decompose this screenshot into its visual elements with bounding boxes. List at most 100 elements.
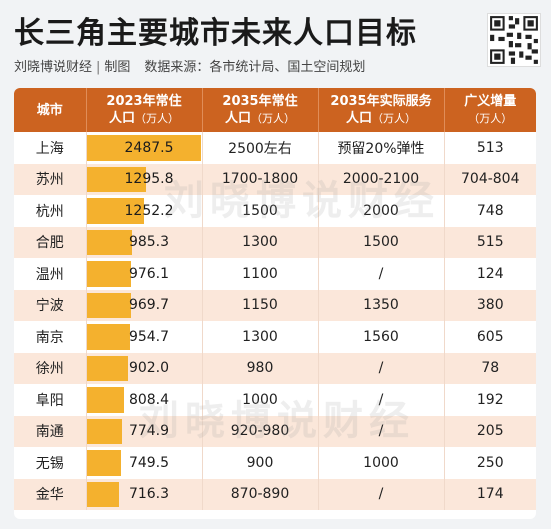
increment-cell: 380 [444,289,536,321]
table-row: 上海 2487.5 2500左右 预留20%弹性 513 [14,132,536,164]
service-2035-cell: / [318,384,445,416]
pop-2023-bar [86,387,124,413]
pop-2023-cell: 985.3 [86,226,203,258]
header-pop-2035-unit: （万人） [251,112,295,125]
service-2035-cell: 2000-2100 [318,163,445,195]
service-2035-cell: 1500 [318,226,445,258]
city-cell: 苏州 [14,163,87,195]
table-header-row: 城市 2023年常住 人口（万人） 2035年常住 人口（万人） 2035年实际… [14,88,536,132]
table-row: 宁波 969.7 1150 1350 380 [14,289,536,321]
header-pop-2035-line1: 2035年常住 [222,94,298,109]
pop-2023-cell: 2487.5 [86,132,203,164]
table-row: 阜阳 808.4 1000/192 [14,384,536,416]
pop-2035-cell: 1500 [202,195,319,227]
header-pop-2035-line2: 人口 [224,111,251,126]
pop-2023-value: 969.7 [128,297,170,314]
pop-2023-cell: 969.7 [86,289,203,321]
city-cell: 南京 [14,321,87,353]
page-title: 长三角主要城市未来人口目标 [14,16,417,51]
table-row: 南京 954.7 1300 1560 605 [14,321,536,353]
increment-cell: 174 [444,478,536,510]
pop-2035-cell: 1300 [202,226,319,258]
increment-cell: 704-804 [444,163,536,195]
city-cell: 上海 [14,132,87,164]
pop-2023-value: 749.5 [128,454,170,471]
service-2035-cell: 预留20%弹性 [318,132,445,164]
pop-2035-cell: 2500左右 [202,132,319,164]
increment-cell: 192 [444,384,536,416]
header-increment-unit: （万人） [468,112,513,125]
table-row: 杭州 1252.2 1500 2000 748 [14,195,536,227]
pop-2023-bar [86,135,201,161]
author-label: 刘晓博说财经 [14,60,93,75]
pop-2023-value: 716.3 [128,486,170,503]
header-pop-2023-line1: 2023年常住 [106,94,182,109]
service-2035-cell: 2000 [318,195,445,227]
header-pop-2023-line2: 人口 [108,111,135,126]
pop-2023-cell: 902.0 [86,352,203,384]
increment-cell: 250 [444,447,536,479]
service-2035-cell: / [318,258,445,290]
pop-2035-cell: 1100 [202,258,319,290]
header-increment-line1: 广义增量 [464,94,517,109]
service-2035-cell: 1350 [318,289,445,321]
city-cell: 宁波 [14,289,87,321]
pop-2023-bar [86,292,131,318]
header-service-2035: 2035年实际服务 人口（万人） [318,88,445,132]
service-2035-cell: / [318,352,445,384]
increment-cell: 605 [444,321,536,353]
pop-2023-bar [86,355,128,381]
pop-2023-bar [86,261,132,287]
pop-2035-cell: 1300 [202,321,319,353]
header-service-2035-unit: （万人） [372,112,416,125]
increment-cell: 748 [444,195,536,227]
pop-2023-value: 2487.5 [124,139,174,156]
pop-2023-cell: 1252.2 [86,195,203,227]
pop-2023-bar [86,198,144,224]
city-cell: 金华 [14,478,87,510]
pop-2023-bar [86,166,146,192]
pop-2023-cell: 1295.8 [86,163,203,195]
pop-2023-bar [86,418,122,444]
service-2035-cell: 1560 [318,321,445,353]
population-table: 城市 2023年常住 人口（万人） 2035年常住 人口（万人） 2035年实际… [14,88,536,519]
city-cell: 合肥 [14,226,87,258]
pop-2023-value: 976.1 [128,265,170,282]
service-2035-cell: / [318,415,445,447]
pop-2023-value: 902.0 [128,360,170,377]
role-label: 制图 [104,60,131,75]
pop-2035-cell: 1700-1800 [202,163,319,195]
pop-2023-cell: 716.3 [86,478,203,510]
header-pop-2023-unit: （万人） [135,112,179,125]
header-increment: 广义增量 （万人） [444,88,536,132]
table-row: 无锡 749.5 900 1000 250 [14,447,536,479]
pop-2035-cell: 920-980 [202,415,319,447]
table-row: 金华 716.3 870-890/174 [14,478,536,510]
city-cell: 无锡 [14,447,87,479]
pop-2023-value: 1295.8 [124,171,174,188]
pop-2035-cell: 980 [202,352,319,384]
pop-2023-value: 808.4 [128,391,170,408]
service-2035-cell: 1000 [318,447,445,479]
increment-cell: 513 [444,132,536,164]
pop-2023-value: 774.9 [128,423,170,440]
pop-2035-cell: 1000 [202,384,319,416]
header-service-2035-line2: 人口 [345,111,372,126]
increment-cell: 124 [444,258,536,290]
pop-2023-bar [86,450,121,476]
pop-2023-bar [86,229,132,255]
pop-2023-cell: 808.4 [86,384,203,416]
table-row: 徐州 902.0 980/78 [14,352,536,384]
table-row: 合肥 985.3 1300 1500 515 [14,226,536,258]
subtitle: 刘晓博说财经 | 制图 数据来源：各市统计局、国土空间规划 [14,56,365,75]
service-2035-cell: / [318,478,445,510]
subtitle-separator: | [96,60,101,75]
pop-2023-value: 954.7 [128,328,170,345]
pop-2023-cell: 749.5 [86,447,203,479]
city-cell: 温州 [14,258,87,290]
pop-2035-cell: 870-890 [202,478,319,510]
pop-2023-bar [86,481,120,507]
pop-2023-bar [86,324,131,350]
city-cell: 徐州 [14,352,87,384]
city-cell: 杭州 [14,195,87,227]
